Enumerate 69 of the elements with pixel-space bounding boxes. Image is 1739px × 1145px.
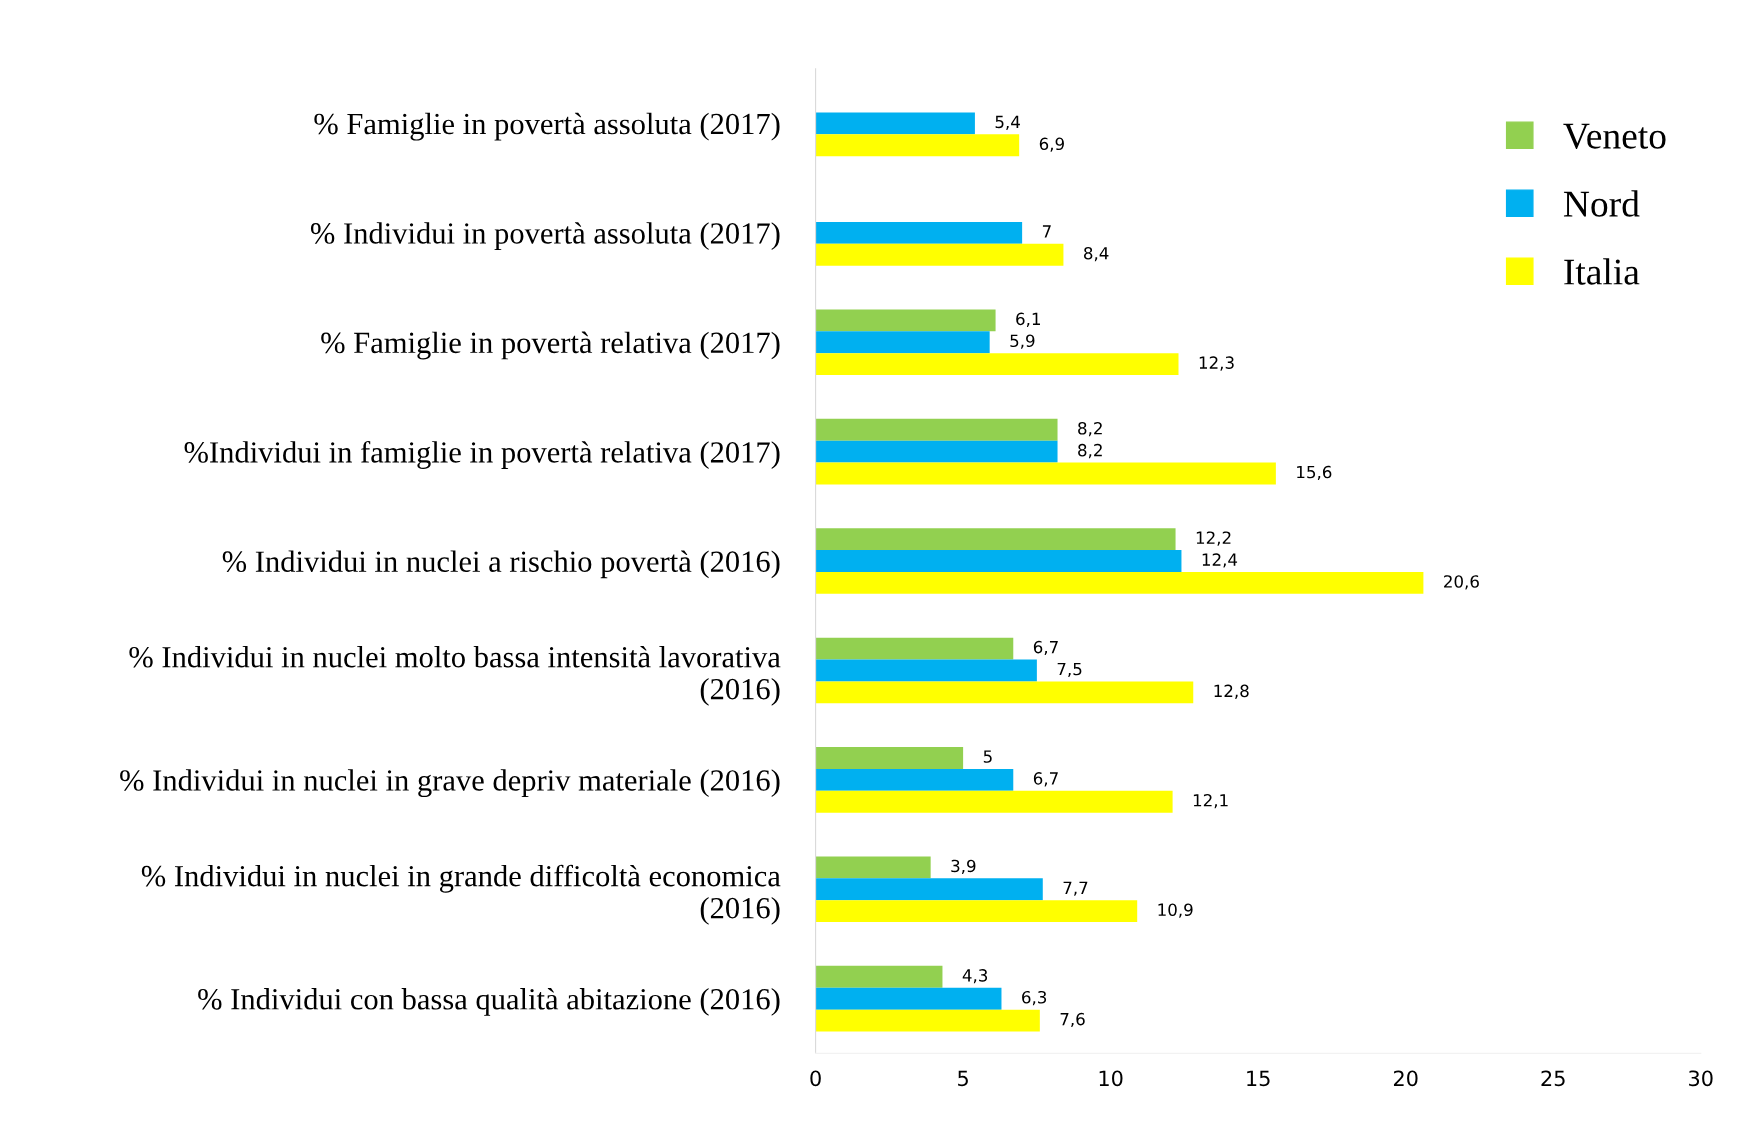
bar bbox=[815, 243, 1064, 266]
bar bbox=[815, 112, 975, 135]
legend-label: Veneto bbox=[1563, 123, 1666, 149]
legend-label: Italia bbox=[1564, 258, 1640, 285]
bar bbox=[815, 462, 1276, 485]
data-label: 4,3 bbox=[962, 969, 988, 984]
data-label: 12,1 bbox=[1193, 793, 1228, 809]
bar bbox=[815, 659, 1037, 682]
y-tick-label: % Individui in povertà assoluta (2017) bbox=[310, 222, 780, 250]
data-label: 6,1 bbox=[1016, 312, 1040, 327]
y-tick-label: % Individui in nuclei in grande difficoltà economica (2016) bbox=[141, 864, 781, 925]
data-label: 7,6 bbox=[1060, 1012, 1085, 1028]
data-label: 6,7 bbox=[1033, 772, 1058, 787]
data-label: 6,9 bbox=[1039, 137, 1064, 152]
bar bbox=[815, 353, 1179, 376]
bar bbox=[815, 331, 990, 354]
bar bbox=[815, 309, 996, 332]
x-tick-label: 25 bbox=[1541, 1070, 1565, 1087]
y-tick-label: % Individui in nuclei a rischio povertà (2016) bbox=[222, 550, 780, 579]
bar bbox=[815, 790, 1173, 813]
bar bbox=[815, 987, 1002, 1010]
y-tick-label: % Individui in nuclei molto bassa intensità lavorativa (2016) bbox=[129, 645, 781, 706]
y-tick-label: % Individui in nuclei in grave depriv materiale (2016) bbox=[120, 769, 780, 798]
data-label: 8,2 bbox=[1078, 443, 1102, 459]
data-label: 3,9 bbox=[951, 859, 976, 874]
x-tick-label: 5 bbox=[958, 1070, 968, 1087]
bar bbox=[815, 134, 1020, 157]
x-tick-label: 15 bbox=[1247, 1070, 1270, 1087]
bar bbox=[815, 550, 1182, 572]
bar bbox=[815, 965, 943, 988]
data-label: 8,2 bbox=[1078, 421, 1102, 437]
bar bbox=[815, 637, 1014, 660]
y-tick-label: % Individui con bassa qualità abitazione (2016) bbox=[198, 988, 780, 1016]
data-label: 12,2 bbox=[1196, 531, 1231, 546]
data-label: 5 bbox=[983, 750, 992, 763]
bar bbox=[815, 856, 931, 879]
bar bbox=[815, 878, 1043, 901]
data-label: 6,7 bbox=[1033, 640, 1058, 656]
x-tick-label: 30 bbox=[1689, 1070, 1713, 1087]
bar bbox=[815, 681, 1194, 704]
data-label: 12,3 bbox=[1199, 356, 1234, 371]
bar bbox=[815, 747, 964, 769]
bar bbox=[815, 528, 1176, 551]
data-label: 7 bbox=[1042, 225, 1051, 238]
data-label: 8,4 bbox=[1084, 246, 1109, 262]
x-tick-label: 20 bbox=[1393, 1070, 1418, 1087]
data-label: 20,6 bbox=[1444, 575, 1479, 590]
bar bbox=[815, 768, 1014, 791]
bar bbox=[815, 900, 1138, 923]
data-label: 7,5 bbox=[1057, 662, 1082, 677]
legend-label: Nord bbox=[1563, 190, 1640, 217]
data-label: 15,6 bbox=[1297, 465, 1332, 481]
data-label: 12,8 bbox=[1214, 684, 1249, 699]
x-tick-label: 10 bbox=[1099, 1070, 1123, 1087]
bar bbox=[815, 1009, 1040, 1032]
y-tick-label: %Individui in famiglie in povertà relativa (2017) bbox=[184, 440, 780, 469]
bar bbox=[815, 418, 1058, 441]
y-tick-label: % Famiglie in povertà assoluta (2017) bbox=[314, 112, 780, 141]
data-label: 12,4 bbox=[1202, 553, 1238, 568]
data-label: 5,9 bbox=[1010, 334, 1035, 349]
x-tick-label: 0 bbox=[810, 1070, 821, 1087]
bar bbox=[815, 571, 1424, 594]
bar bbox=[815, 221, 1023, 244]
y-tick-label: % Famiglie in povertà relativa (2017) bbox=[321, 331, 780, 360]
data-label: 7,7 bbox=[1063, 881, 1088, 896]
bar bbox=[815, 440, 1058, 463]
data-label: 5,4 bbox=[995, 115, 1020, 130]
data-label: 6,3 bbox=[1022, 990, 1047, 1006]
data-label: 10,9 bbox=[1158, 903, 1193, 918]
